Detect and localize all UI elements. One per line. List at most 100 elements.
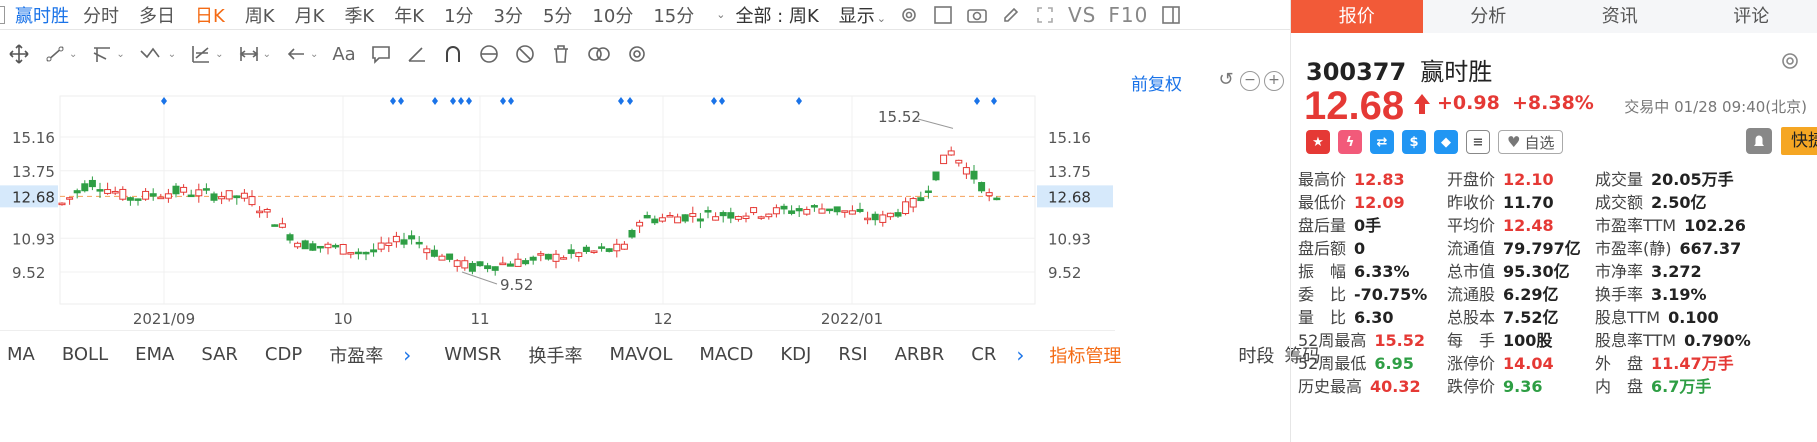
candle-body xyxy=(590,250,598,253)
indicator-item[interactable]: MACD xyxy=(699,344,754,365)
channel-tool-icon[interactable]: ⌄ xyxy=(91,43,125,65)
wave-tool-icon[interactable]: ⌄ xyxy=(139,43,176,65)
period-tab[interactable]: 分时 xyxy=(83,5,119,27)
magnet-icon[interactable] xyxy=(442,43,464,65)
drawing-settings-icon[interactable] xyxy=(626,43,648,65)
fast-trade-button[interactable]: 快捷交易 xyxy=(1781,127,1817,155)
tag-icon[interactable]: ◆ xyxy=(1434,130,1458,154)
candle-body xyxy=(81,183,89,192)
period-tab[interactable]: 多日 xyxy=(139,5,175,27)
chips-button[interactable]: 筹码 xyxy=(1284,345,1321,367)
tab-news[interactable]: 资讯 xyxy=(1601,6,1638,27)
quote-label: 流通值 xyxy=(1447,239,1496,258)
trash-icon[interactable] xyxy=(550,43,572,65)
hide-drawing-icon[interactable] xyxy=(514,43,536,65)
sidebar-toggle-icon[interactable] xyxy=(1160,4,1182,26)
alert-bell-icon[interactable] xyxy=(1746,128,1772,154)
period-tab[interactable]: 周K xyxy=(244,5,275,27)
vs-compare-button[interactable]: VS xyxy=(1067,2,1097,27)
pencil-icon[interactable] xyxy=(1000,4,1022,26)
crosshair-move-icon[interactable] xyxy=(8,43,30,65)
kline-chart[interactable]: 15.16 13.75 12.68 10.93 9.52 12.68 15.16 13.75… xyxy=(0,72,1115,330)
note-icon[interactable]: ≡ xyxy=(1466,130,1490,154)
arrow-tool-icon[interactable]: ⌄ xyxy=(285,43,318,65)
quote-value: 14.04 xyxy=(1503,354,1554,373)
indicator-item[interactable]: 市盈率 xyxy=(329,345,384,367)
shuffle-icon[interactable]: ⇄ xyxy=(1370,130,1394,154)
fullscreen-icon[interactable] xyxy=(1034,4,1056,26)
indicator-bar: MA BOLL EMA SAR CDP 市盈率 › WMSR 换手率 MAVOL MACD KDJ… xyxy=(0,330,1320,378)
candle-body xyxy=(924,190,932,193)
candle-body xyxy=(157,196,165,200)
quote-label: 最高价 xyxy=(1298,170,1347,189)
indicator-item[interactable]: KDJ xyxy=(780,344,812,365)
period-tab[interactable]: 1分 xyxy=(444,5,474,27)
indicator-item[interactable]: ARBR xyxy=(894,344,945,365)
indicator-item[interactable]: CDP xyxy=(264,344,303,365)
x-tick-label: 11 xyxy=(470,310,489,328)
gear-icon[interactable] xyxy=(1779,50,1801,77)
candle-body xyxy=(218,196,226,200)
candle-body xyxy=(932,171,940,181)
time-range-button[interactable]: 时段 xyxy=(1238,345,1275,367)
indicator-item[interactable]: SAR xyxy=(201,344,238,365)
period-tab[interactable]: 5分 xyxy=(542,5,573,27)
f10-button[interactable]: F10 xyxy=(1108,2,1149,27)
candle-body xyxy=(187,194,195,198)
candles xyxy=(58,146,1001,276)
chart-frame-icon[interactable] xyxy=(932,4,954,26)
quote-label: 开盘价 xyxy=(1447,170,1496,189)
camera-icon[interactable] xyxy=(966,4,988,26)
period-tab[interactable]: 年K xyxy=(394,5,425,27)
candle-body xyxy=(886,212,894,218)
indicator-manage-button[interactable]: 指标管理 xyxy=(1049,345,1122,367)
settings-icon[interactable] xyxy=(898,4,920,26)
tab-quote[interactable]: 报价 xyxy=(1291,0,1423,33)
stock-name-link[interactable]: 赢时胜 xyxy=(15,5,69,27)
chevron-down-icon[interactable]: ⌄ xyxy=(716,8,726,21)
display-select[interactable]: 显示 ⌄ xyxy=(838,5,886,27)
indicator-item[interactable]: EMA xyxy=(135,344,175,365)
tab-comments[interactable]: 评论 xyxy=(1733,6,1770,27)
event-marker xyxy=(390,97,396,105)
quote-label: 总市值 xyxy=(1447,262,1496,281)
indicator-item[interactable]: 换手率 xyxy=(528,345,583,367)
period-tab[interactable]: 15分 xyxy=(653,5,695,27)
indicator-item[interactable]: BOLL xyxy=(61,344,109,365)
period-tab[interactable]: 10分 xyxy=(592,5,634,27)
fuquan-select[interactable]: 全部 : 周K xyxy=(735,5,819,27)
collapse-handle[interactable] xyxy=(0,5,5,24)
quote-value: 0.100 xyxy=(1668,308,1719,327)
adjust-price-link[interactable]: 前复权 xyxy=(1131,75,1182,95)
indicator-item[interactable]: CR xyxy=(971,344,997,365)
text-tool-icon[interactable]: Aa xyxy=(332,43,356,65)
add-watchlist-button[interactable]: ♥ 自选 xyxy=(1498,130,1564,154)
compare-overlay-icon[interactable] xyxy=(586,43,612,65)
lightning-icon[interactable]: ϟ xyxy=(1338,130,1362,154)
chevron-right-icon[interactable]: › xyxy=(1016,342,1025,367)
reset-icon[interactable]: ↺ xyxy=(1218,69,1234,90)
indicator-item[interactable]: MAVOL xyxy=(609,344,673,365)
dollar-icon[interactable]: $ xyxy=(1402,130,1426,154)
indicator-item[interactable]: MA xyxy=(7,344,35,365)
line-tool-icon[interactable]: ⌄ xyxy=(44,43,77,65)
candle-body xyxy=(195,189,203,197)
comment-tool-icon[interactable] xyxy=(370,43,392,65)
period-tab[interactable]: 月K xyxy=(294,5,325,27)
lock-drawing-icon[interactable] xyxy=(478,43,500,65)
chevron-right-icon[interactable]: › xyxy=(403,342,412,367)
fibonacci-tool-icon[interactable]: ⌄ xyxy=(190,43,224,65)
period-tab[interactable]: 季K xyxy=(344,5,375,27)
angle-tool-icon[interactable] xyxy=(406,43,428,65)
period-tab[interactable]: 日K xyxy=(195,5,225,27)
tab-analysis[interactable]: 分析 xyxy=(1470,6,1507,27)
zoom-out-icon[interactable]: − xyxy=(1240,71,1260,91)
period-tab[interactable]: 3分 xyxy=(493,5,523,27)
quote-cell: 外 盘 11.47万手 xyxy=(1595,352,1734,375)
candle-body xyxy=(598,246,606,249)
zoom-in-icon[interactable]: + xyxy=(1264,71,1284,91)
range-tool-icon[interactable]: ⌄ xyxy=(238,43,271,65)
indicator-item[interactable]: RSI xyxy=(838,344,868,365)
indicator-item[interactable]: WMSR xyxy=(444,344,502,365)
candle-body xyxy=(879,214,887,223)
